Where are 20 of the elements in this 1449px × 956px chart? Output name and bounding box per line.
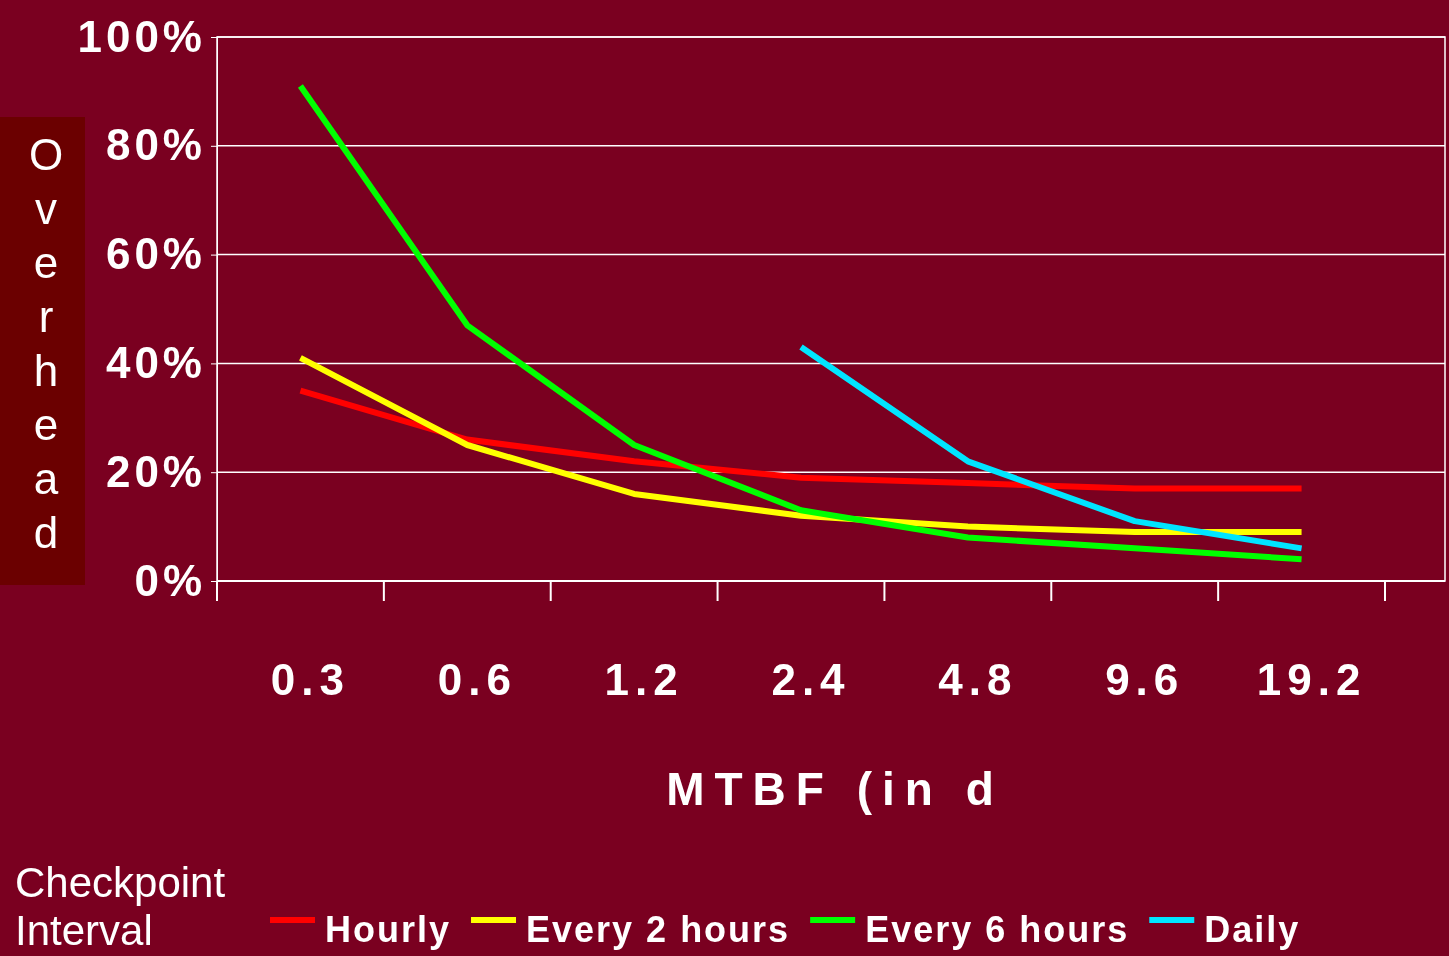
legend-label: Hourly (325, 909, 452, 950)
legend-title: Checkpoint Interval (15, 859, 226, 954)
y-tick-label: 20% (105, 446, 206, 496)
y-tick-label: 40% (105, 337, 206, 387)
y-tick-label: 100% (77, 11, 206, 61)
x-tick-label: 4.8 (938, 655, 1018, 704)
x-tick-label: 19.2 (1256, 655, 1367, 704)
x-tick-label: 2.4 (771, 655, 851, 704)
y-axis-title: Overhead (28, 130, 64, 557)
y-tick-label: 60% (105, 229, 206, 279)
y-tick-label: 0% (134, 555, 206, 605)
legend-label: Every 6 hours (865, 909, 1130, 950)
y-tick-label: 80% (105, 120, 206, 170)
x-tick-label: 1.2 (604, 655, 684, 704)
legend-label: Every 2 hours (526, 909, 791, 950)
legend-label: Daily (1204, 909, 1301, 950)
x-tick-label: 0.3 (270, 655, 351, 704)
x-axis-title: MTBF (in d (666, 763, 1004, 815)
x-tick-label: 9.6 (1105, 655, 1185, 704)
x-tick-label: 0.6 (437, 655, 517, 704)
